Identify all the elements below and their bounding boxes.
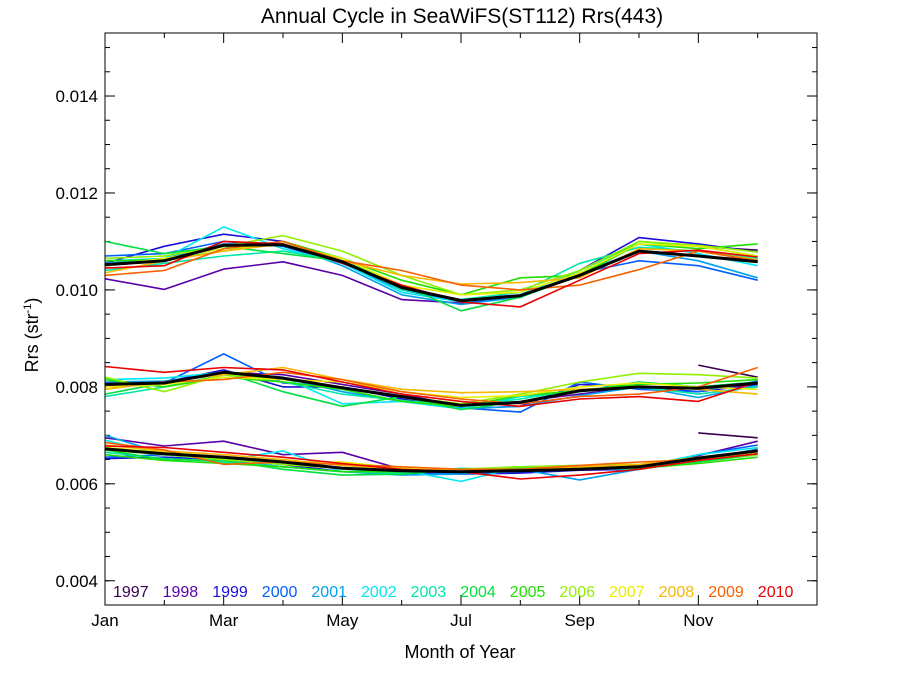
legend-label-2008: 2008	[659, 584, 695, 601]
series-lines	[104, 226, 758, 483]
legend-label-1998: 1998	[163, 584, 199, 601]
y-axis-label-close: )	[22, 298, 42, 304]
series-line-upper-2000	[104, 240, 758, 303]
y-tick-label: 0.014	[55, 87, 98, 106]
x-tick-label: Sep	[565, 611, 595, 630]
legend-label-2002: 2002	[361, 584, 397, 601]
y-axis-label-superscript: -1	[22, 304, 34, 314]
y-axis-label-main: Rrs (str	[22, 313, 42, 372]
legend-label-2001: 2001	[311, 584, 347, 601]
legend-label-2000: 2000	[262, 584, 298, 601]
plot-frame	[104, 32, 818, 606]
x-tick-label: Nov	[683, 611, 714, 630]
x-axis-label: Month of Year	[404, 642, 515, 662]
series-line-lower-2009	[104, 441, 758, 471]
series-line-middle-2009	[104, 366, 758, 405]
series-line-upper-2007	[104, 243, 758, 296]
legend-label-1999: 1999	[212, 584, 248, 601]
mean-line-upper-mean	[104, 243, 758, 303]
x-tick-label: May	[326, 611, 359, 630]
legend-label-2009: 2009	[708, 584, 744, 601]
legend-label-2005: 2005	[510, 584, 546, 601]
legend-label-2003: 2003	[411, 584, 447, 601]
legend-label-1997: 1997	[113, 584, 149, 601]
mean-line-middle-mean	[104, 370, 758, 407]
mean-line-lower-mean	[104, 447, 758, 474]
legend-label-2006: 2006	[559, 584, 595, 601]
legend-label-2010: 2010	[758, 584, 794, 601]
series-line-middle-2010	[104, 365, 758, 408]
axis-ticks: 0.004 0.006 0.008 0.010 0.012 0.014 Jan Mar May J…	[55, 33, 817, 630]
x-tick-label: Jan	[91, 611, 118, 630]
y-axis-label: Rrs (str-1)	[22, 298, 42, 373]
y-tick-label: 0.012	[55, 184, 98, 203]
series-line-lower-1997	[698, 432, 758, 439]
y-tick-label: 0.008	[55, 378, 98, 397]
legend-label-2007: 2007	[609, 584, 645, 601]
series-line-upper-2009	[104, 240, 758, 291]
legend-label-2004: 2004	[460, 584, 496, 601]
y-tick-label: 0.010	[55, 281, 98, 300]
chart-title: Annual Cycle in SeaWiFS(ST112) Rrs(443)	[261, 5, 663, 28]
y-tick-label: 0.004	[55, 572, 98, 591]
y-tick-label: 0.006	[55, 475, 98, 494]
series-line-middle-1997	[698, 364, 758, 378]
x-tick-label: Mar	[209, 611, 239, 630]
legend: 1997 1998 1999 2000 2001 2002 2003 2004 2005 2006…	[113, 584, 793, 601]
x-tick-label: Jul	[450, 611, 472, 630]
